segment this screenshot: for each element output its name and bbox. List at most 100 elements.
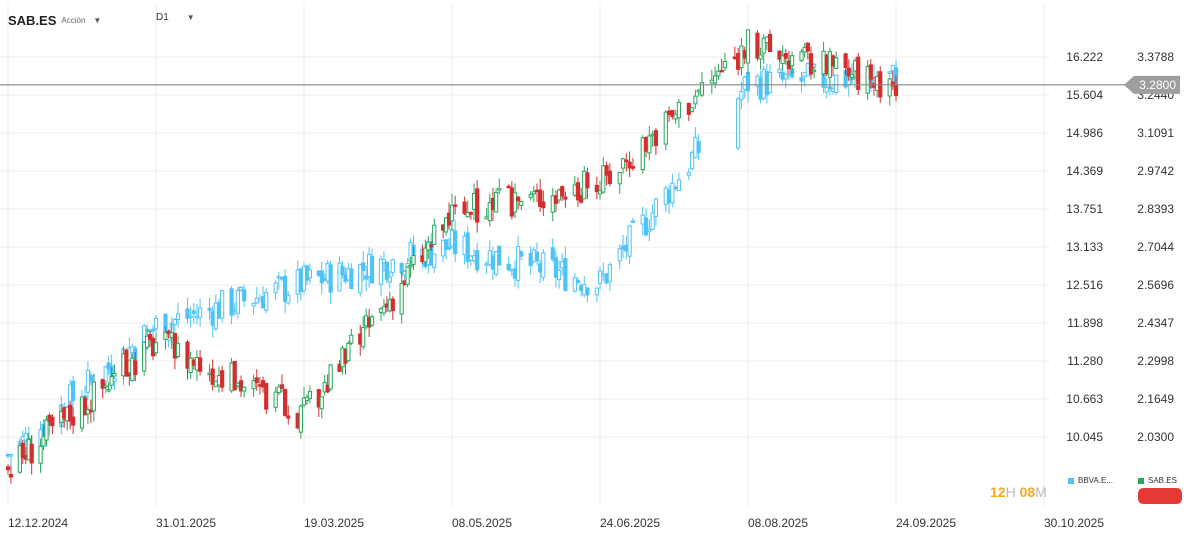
sab-candle: [238, 380, 244, 392]
bbva-candle: [627, 225, 632, 257]
bbva-candle: [71, 380, 76, 401]
bbva-candle: [264, 292, 269, 311]
bbva-candle: [653, 198, 659, 217]
bbva-candle: [585, 287, 590, 296]
sab-candle: [627, 161, 632, 169]
sab-candle: [739, 45, 744, 69]
sab-candle: [251, 380, 256, 390]
sab-candle: [41, 436, 46, 447]
bbva-candle: [369, 255, 375, 284]
sab-candle: [843, 53, 848, 68]
sab-candle: [279, 384, 285, 389]
sab-candle: [846, 67, 851, 77]
sab-candle: [429, 244, 434, 248]
bbva-candle: [650, 212, 655, 230]
bbva-candle: [361, 262, 366, 272]
sab-status-badge[interactable]: [1138, 488, 1182, 504]
left-axis-tick: 11.280: [1067, 354, 1103, 368]
countdown-minutes: 08: [1019, 484, 1036, 500]
sab-candle: [319, 396, 324, 410]
timeframe-dropdown-icon[interactable]: ▼: [186, 13, 195, 22]
sab-candle: [528, 194, 533, 198]
sab-candle: [390, 298, 395, 312]
bbva-candle: [358, 264, 363, 294]
sab-candle: [298, 405, 303, 433]
bbva-candle: [191, 310, 196, 314]
sab-candle: [273, 391, 278, 408]
bbva-candle: [23, 433, 28, 441]
sab-candle: [601, 165, 606, 193]
sab-candle: [423, 247, 428, 263]
sab-candle: [594, 184, 599, 193]
x-axis-tick: 08.05.2025: [452, 516, 512, 530]
sab-candle: [254, 377, 259, 383]
x-axis-tick: 24.09.2025: [896, 516, 956, 530]
sab-candle: [220, 370, 225, 388]
sab-candle: [670, 109, 675, 117]
sab-candle: [142, 341, 147, 372]
sab-candle: [640, 137, 645, 171]
timeframe-selector[interactable]: D1 ▼: [156, 12, 195, 23]
bbva-candle: [739, 90, 744, 101]
sab-candle: [346, 343, 351, 362]
sab-candle: [736, 53, 741, 70]
bbva-candle: [594, 287, 599, 296]
sab-candle: [767, 33, 773, 52]
bbva-candle: [887, 71, 892, 75]
bbva-candle: [286, 294, 291, 304]
sab-candle: [5, 466, 11, 471]
sab-candle: [541, 201, 546, 209]
sab-candle: [100, 379, 105, 389]
right-axis-tick: 2.5696: [1137, 278, 1174, 292]
sab-candle: [369, 316, 375, 326]
bbva-candle: [273, 282, 278, 294]
bbva-candle: [604, 273, 609, 284]
legend-swatch-bbva: [1068, 477, 1074, 484]
bbva-candle: [742, 76, 747, 90]
sab-candle: [780, 55, 785, 65]
sab-candle: [71, 416, 76, 426]
sab-candle: [411, 254, 416, 265]
bbva-candle: [686, 172, 691, 176]
bbva-candle: [643, 217, 649, 236]
sab-candle: [783, 52, 788, 59]
sab-candle: [624, 159, 629, 163]
bbva-candle: [553, 256, 559, 278]
sab-candle: [868, 64, 873, 80]
bbva-candle: [390, 259, 395, 273]
right-axis-tick: 3.1091: [1137, 126, 1174, 140]
bbva-candle: [242, 289, 247, 302]
countdown-minutes-unit: M: [1035, 484, 1047, 500]
bbva-candle: [670, 182, 675, 204]
sab-candle: [242, 386, 247, 392]
legend-item-sab[interactable]: SAB.ES: [1138, 476, 1177, 485]
left-axis-tick: 10.663: [1066, 392, 1103, 406]
legend-item-bbva[interactable]: BBVA.E...: [1068, 476, 1113, 485]
bbva-candle: [516, 246, 521, 281]
bbva-candle: [283, 275, 288, 302]
bbva-candle: [550, 247, 555, 261]
sab-candle: [758, 54, 763, 60]
bbva-candle: [572, 277, 577, 292]
sab-candle: [405, 266, 410, 285]
sab-candle: [210, 368, 215, 385]
countdown-hours-unit: H: [1005, 484, 1016, 500]
chart-header: SAB.ES Acción ▼: [8, 10, 101, 30]
legend-label-sab: SAB.ES: [1148, 476, 1177, 485]
sab-candle: [519, 201, 524, 206]
bbva-candle: [175, 313, 181, 320]
bbva-candle: [220, 290, 225, 319]
legend-label-bbva: BBVA.E...: [1078, 476, 1113, 485]
left-axis-tick: 13.751: [1066, 202, 1103, 216]
sab-candle: [68, 404, 73, 422]
sab-candle: [834, 57, 839, 69]
sab-candle: [722, 61, 728, 69]
x-axis-labels: 12.12.2024 31.01.2025 19.03.2025 08.05.2025…: [8, 516, 1104, 530]
sab-candle: [301, 397, 307, 406]
bbva-candle: [767, 71, 773, 93]
symbol-dropdown-icon[interactable]: ▼: [93, 15, 102, 25]
sab-candle: [856, 56, 861, 90]
sab-candle: [597, 190, 603, 195]
